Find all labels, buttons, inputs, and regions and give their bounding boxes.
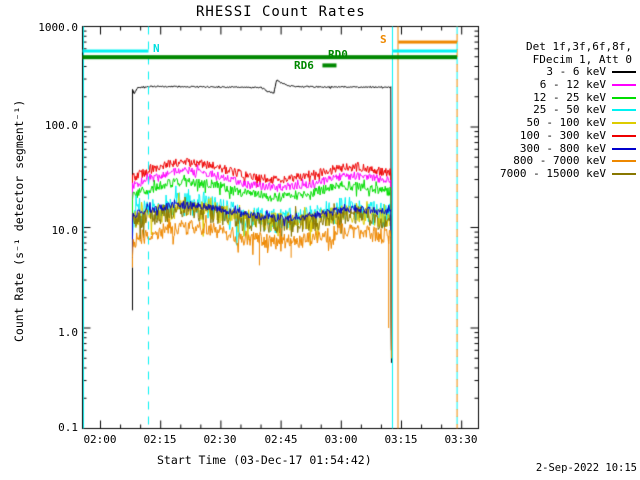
x-tick-label: 02:00 — [83, 433, 117, 446]
legend-header-decimation: FDecim 1, Att 0 — [532, 52, 632, 66]
x-tick-label: 03:00 — [324, 433, 358, 446]
flag-label-rd0: RD0 — [328, 48, 348, 61]
flag-label-saa: S — [380, 33, 387, 46]
legend-entry: 300 - 800 keV — [478, 141, 638, 156]
legend-header-detectors: Det 1f,3f,6f,8f, — [526, 40, 632, 53]
y-tick-label: 1000.0 — [38, 21, 78, 34]
legend-line-swatch — [612, 84, 636, 87]
legend-label: 6 - 12 keV — [539, 78, 606, 92]
legend-line-swatch — [612, 147, 636, 150]
legend-label: 7000 - 15000 keV — [500, 166, 606, 180]
legend-line-swatch — [612, 122, 636, 125]
legend-entry: 12 - 25 keV — [478, 90, 638, 105]
y-tick-label: 100.0 — [44, 119, 78, 132]
legend-entry: 25 - 50 keV — [478, 104, 638, 117]
plot-generated-timestamp: 2-Sep-2022 10:15 — [535, 462, 637, 474]
legend-label: 800 - 7000 keV — [513, 154, 606, 168]
legend-entry: 50 - 100 keV — [478, 116, 638, 130]
x-tick-label: 03:15 — [384, 433, 418, 446]
legend-line-swatch — [612, 160, 636, 163]
legend-line-swatch — [612, 134, 636, 137]
legend-entry: 100 - 300 keV — [478, 128, 638, 143]
y-tick-label: 0.1 — [58, 421, 78, 434]
legend-line-swatch — [612, 71, 636, 74]
x-axis-label: Start Time (03-Dec-17 01:54:42) — [157, 453, 372, 467]
legend-label: 3 - 6 keV — [546, 65, 606, 79]
legend-label: 12 - 25 keV — [533, 90, 606, 104]
legend-entry: 6 - 12 keV — [478, 78, 638, 92]
y-tick-label: 1.0 — [58, 326, 78, 339]
legend-label: 25 - 50 keV — [533, 103, 606, 117]
flag-label-rd6: RD6 — [294, 59, 314, 72]
legend-label: 50 - 100 keV — [526, 116, 606, 130]
legend-line-swatch — [612, 172, 636, 175]
legend-line-swatch — [612, 96, 636, 99]
flag-label-night: N — [153, 42, 160, 55]
y-axis-label: Count Rate (s⁻¹ detector segment⁻¹) — [12, 99, 26, 342]
legend-entry: 3 - 6 keV — [478, 66, 638, 79]
legend-label: 300 - 800 keV — [519, 141, 606, 155]
x-tick-label: 02:15 — [143, 433, 177, 446]
chart-title: RHESSI Count Rates — [196, 4, 366, 20]
x-tick-label: 02:45 — [264, 433, 298, 446]
legend-entry: 800 - 7000 keV — [478, 154, 638, 168]
legend-label: 100 - 300 keV — [519, 128, 606, 142]
y-tick-label: 10.0 — [51, 224, 79, 237]
x-tick-label: 02:30 — [203, 433, 237, 446]
legend-line-swatch — [612, 109, 636, 112]
legend-entry: 7000 - 15000 keV — [478, 166, 638, 181]
x-tick-label: 03:30 — [444, 433, 478, 446]
legend: Det 1f,3f,6f,8f, FDecim 1, Att 0 3 - 6 k… — [478, 40, 638, 181]
